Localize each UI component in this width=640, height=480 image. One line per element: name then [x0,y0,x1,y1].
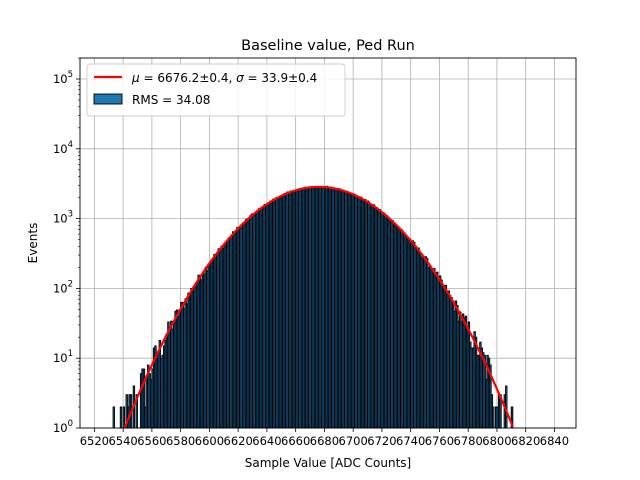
legend-fit-label: μ = 6676.2±0.4, σ = 33.9±0.4 [131,71,317,85]
histogram-bars [112,185,514,429]
y-tick-base: 10 [53,281,68,295]
x-tick-label: 6560 [137,434,166,448]
histogram-bar [112,406,115,429]
y-tick-exponent: 3 [68,210,73,220]
y-tick-base: 10 [53,142,68,156]
x-tick-label: 6520 [80,434,109,448]
gaussian-fit-curve [123,185,514,429]
fit-curve-group [123,185,514,429]
x-tick-label: 6620 [224,434,253,448]
chart-title: Baseline value, Ped Run [241,38,415,54]
legend-box [86,63,346,117]
y-axis-label: Events [26,223,40,264]
x-axis-label: Sample Value [ADC Counts] [245,456,411,470]
y-tick-exponent: 1 [68,349,73,359]
legend-fit-sigma-value: = 33.9±0.4 [244,71,318,85]
legend-fit-mu-value: = 6676.2±0.4, [140,71,236,85]
x-tick-label: 6840 [540,434,569,448]
y-tick-label: 102 [53,279,73,295]
y-tick-label: 103 [53,210,73,226]
y-tick-exponent: 2 [68,279,73,289]
x-tick-label: 6760 [425,434,454,448]
histogram-bar [119,406,123,429]
y-tick-base: 10 [53,421,68,435]
x-tick-label: 6540 [108,434,137,448]
y-tick-exponent: 5 [68,70,73,80]
y-tick-label: 101 [53,349,73,365]
x-tick-label: 6720 [367,434,396,448]
legend: μ = 6676.2±0.4, σ = 33.9±0.4 RMS = 34.08 [86,63,346,117]
x-tick-label: 6700 [339,434,368,448]
x-tick-label: 6780 [454,434,483,448]
x-tick-label: 6640 [252,434,281,448]
axes-frame [79,57,577,429]
legend-fit-sigma-symbol: σ [236,71,244,85]
y-tick-base: 10 [53,72,68,86]
y-tick-base: 10 [53,212,68,226]
legend-fit-mu-symbol: μ [131,71,140,85]
x-tick-label: 6680 [310,434,339,448]
histogram-bar [492,406,495,429]
x-tick-label: 6660 [281,434,310,448]
y-tick-exponent: 4 [68,140,73,150]
y-tick-label: 100 [53,419,73,435]
x-tick-label: 6600 [195,434,224,448]
x-axis-ticks: 6520 6540 6560 6580 6600 6620 6640 6660 6680 6700… [80,428,569,448]
legend-histogram-label: RMS = 34.08 [132,93,210,107]
legend-histogram-swatch [93,93,123,105]
histogram-bar [122,406,126,429]
x-tick-label: 6740 [396,434,425,448]
x-tick-label: 6820 [511,434,540,448]
y-tick-exponent: 0 [68,419,73,429]
y-tick-label: 105 [53,70,73,86]
y-tick-base: 10 [53,351,68,365]
y-tick-label: 104 [53,140,73,156]
x-tick-label: 6800 [482,434,511,448]
x-tick-label: 6580 [166,434,195,448]
